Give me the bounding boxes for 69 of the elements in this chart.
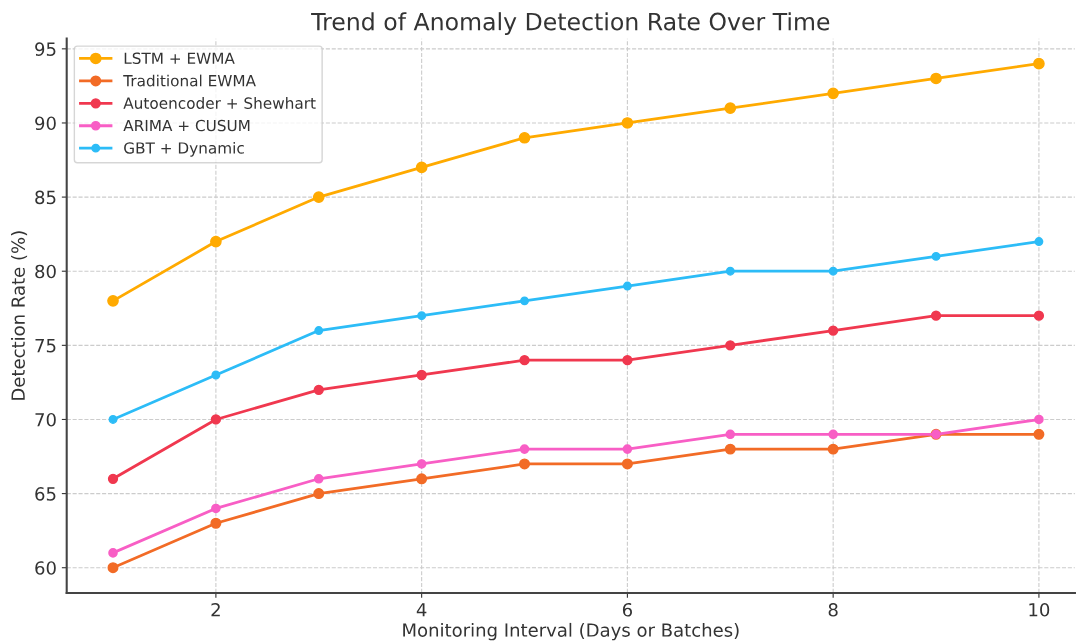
- x-tick-label: 2: [211, 602, 220, 617]
- y-axis-title: Detection Rate (%): [10, 231, 28, 400]
- point: [931, 251, 941, 261]
- y-tick-label: 95: [35, 42, 56, 56]
- point: [724, 443, 736, 455]
- point: [210, 517, 222, 529]
- point: [211, 370, 221, 380]
- point: [1034, 414, 1044, 425]
- point: [520, 296, 529, 306]
- point: [519, 444, 530, 454]
- point: [416, 459, 427, 469]
- point: [725, 340, 736, 351]
- x-tick-label: 10: [1029, 602, 1050, 617]
- point: [107, 295, 119, 307]
- chart-title: Trend of Anomaly Detection Rate Over Time: [311, 12, 830, 36]
- point: [313, 473, 324, 484]
- point: [930, 310, 942, 321]
- point: [827, 443, 839, 455]
- point: [622, 281, 632, 291]
- point: [724, 102, 737, 114]
- point: [930, 72, 942, 85]
- point: [622, 444, 633, 454]
- point: [828, 266, 838, 276]
- point: [518, 131, 531, 144]
- point: [519, 458, 531, 470]
- point: [107, 473, 119, 484]
- point: [828, 429, 838, 440]
- point: [1033, 57, 1045, 70]
- point: [1033, 310, 1045, 321]
- point: [416, 473, 428, 485]
- point: [621, 117, 634, 129]
- point: [1034, 237, 1044, 247]
- point: [828, 325, 839, 336]
- point: [107, 562, 119, 574]
- point: [210, 414, 222, 425]
- y-tick-label: 65: [35, 487, 56, 501]
- point: [827, 87, 839, 100]
- point: [108, 415, 118, 424]
- point: [211, 503, 221, 514]
- legend-label: LSTM + EWMA: [124, 52, 235, 65]
- x-axis-title: Monitoring Interval (Days or Batches): [403, 622, 739, 641]
- point: [519, 355, 530, 366]
- point: [415, 161, 428, 174]
- point: [417, 311, 427, 321]
- point: [313, 488, 325, 500]
- y-tick-label: 90: [35, 116, 56, 131]
- point: [1033, 428, 1045, 440]
- point: [725, 429, 736, 440]
- point: [416, 369, 427, 381]
- point: [108, 548, 118, 558]
- point: [314, 326, 324, 335]
- legend-label: GBT + Dynamic: [124, 141, 244, 157]
- legend-label: ARIMA + CUSUM: [123, 119, 250, 132]
- point: [312, 191, 325, 203]
- y-tick-label: 70: [35, 412, 56, 427]
- x-tick-label: 6: [622, 602, 633, 617]
- legend-label: Autoencoder + Shewhart: [123, 97, 316, 109]
- x-tick-label: 4: [416, 603, 427, 617]
- point: [210, 235, 222, 248]
- point: [725, 266, 735, 276]
- y-tick-label: 85: [35, 190, 56, 205]
- y-tick-label: 80: [35, 264, 56, 279]
- y-tick-label: 60: [35, 561, 56, 575]
- point: [313, 384, 324, 395]
- legend-label: Traditional EWMA: [123, 74, 256, 87]
- y-tick-label: 75: [35, 339, 56, 353]
- point: [621, 458, 633, 470]
- point: [622, 355, 633, 366]
- x-tick-label: 8: [828, 602, 838, 617]
